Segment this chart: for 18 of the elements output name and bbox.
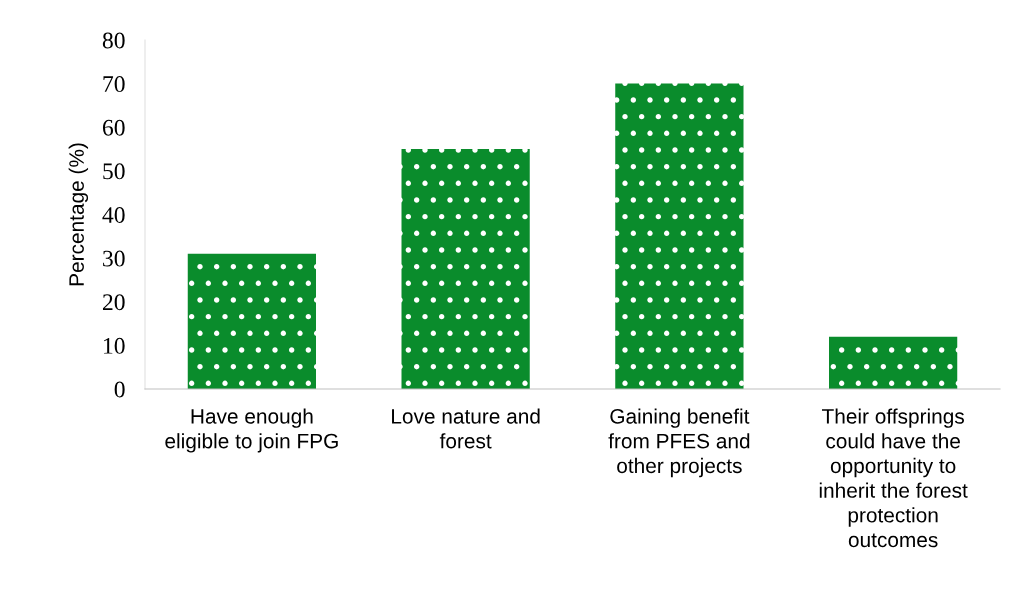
x-tick-label: Have enough eligible to join FPG xyxy=(165,408,338,453)
y-tick-label: 70 xyxy=(103,76,125,93)
x-tick-label: Love nature and forest xyxy=(392,408,540,449)
y-axis-title: Percentage (%) xyxy=(68,143,89,286)
y-tick-label: 0 xyxy=(114,381,125,398)
bar xyxy=(187,253,316,389)
bar xyxy=(615,83,744,389)
y-tick-label: 60 xyxy=(102,119,125,136)
x-tick-label: Gaining benefit from PFES and other projects xyxy=(608,408,750,478)
y-tick-label: 40 xyxy=(102,206,125,223)
y-tick-label: 20 xyxy=(102,294,125,311)
y-tick-label: 80 xyxy=(102,32,125,49)
bar xyxy=(829,336,958,389)
x-tick-label: Their offsprings could have the opportunity to inherit the forest protection outcomes xyxy=(819,408,968,548)
bar xyxy=(401,149,530,389)
y-tick-label: 30 xyxy=(103,250,125,267)
y-tick-label: 10 xyxy=(104,337,125,354)
y-tick-label: 50 xyxy=(103,163,125,180)
